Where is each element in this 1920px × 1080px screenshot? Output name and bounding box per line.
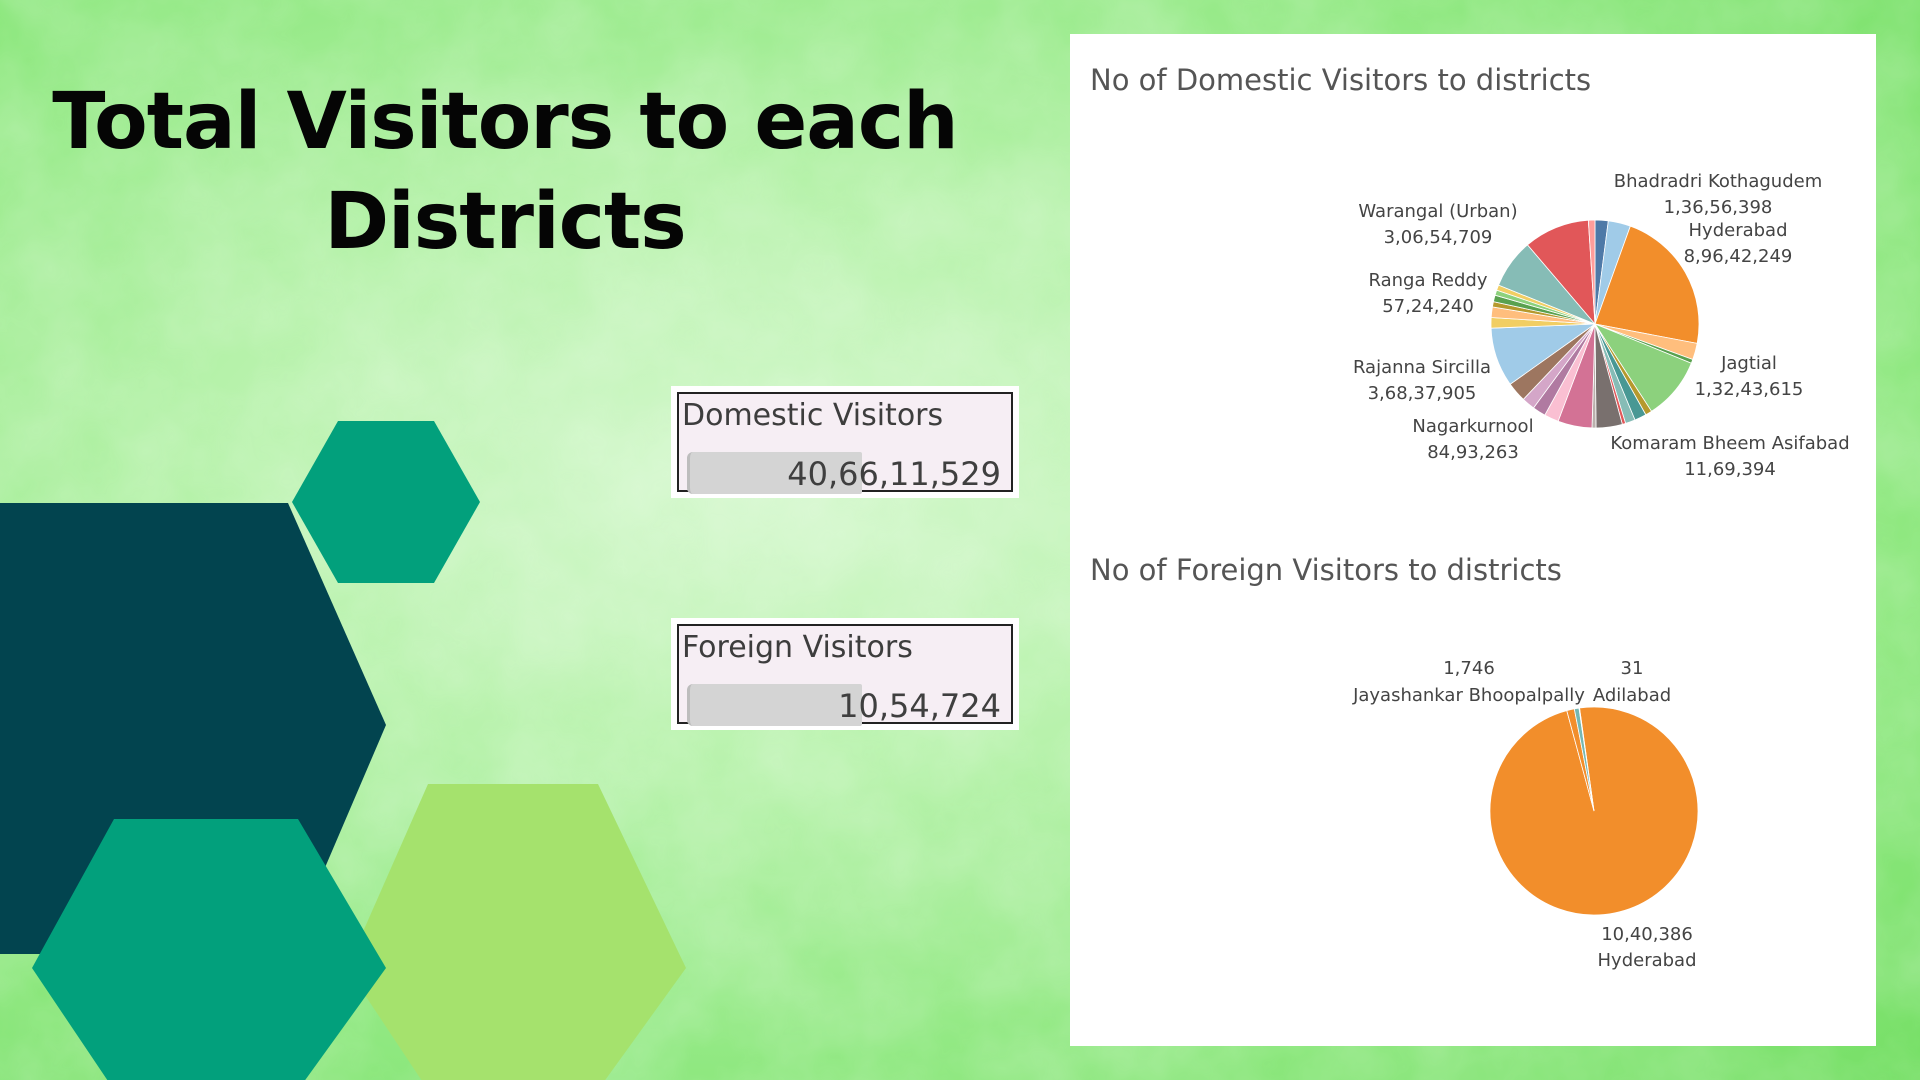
domestic-slice-26 — [1587, 219, 1596, 325]
domestic-visitors-card: Domestic Visitors 40,66,11,529 — [671, 386, 1019, 498]
foreign-slice-3 — [1578, 707, 1595, 812]
label-rajanna-name: Rajanna Sircilla — [1353, 357, 1491, 378]
label-nagarkurnool-value: 84,93,263 — [1427, 442, 1519, 463]
label-ranga-reddy-value: 57,24,240 — [1382, 296, 1474, 317]
hexagon-teal-small — [292, 421, 480, 583]
foreign-pie — [1489, 706, 1699, 916]
label-warangal-name: Warangal (Urban) — [1358, 201, 1517, 222]
label-komaram-value: 11,69,394 — [1684, 459, 1776, 480]
label-jayashankar-name: Jayashankar Bhoopalpally — [1352, 685, 1585, 706]
label-bhadradri-name: Bhadradri Kothagudem — [1614, 171, 1822, 192]
domestic-slice-2 — [1594, 225, 1700, 344]
foreign-visitors-value: 10,54,724 — [838, 687, 1001, 725]
label-foreign-hyderabad-name: Hyderabad — [1598, 950, 1697, 971]
domestic-pie — [1490, 219, 1700, 429]
label-ranga-reddy-name: Ranga Reddy — [1368, 270, 1487, 291]
foreign-visitors-bar — [687, 684, 862, 726]
label-rajanna-value: 3,68,37,905 — [1368, 383, 1477, 404]
hexagon-teal-large — [32, 819, 386, 1080]
hexagon-lime — [347, 784, 686, 1080]
hexagon-dark — [0, 503, 386, 954]
foreign-visitors-label: Foreign Visitors — [682, 630, 913, 665]
label-adilabad-value: 31 — [1621, 658, 1644, 679]
foreign-visitors-box: Foreign Visitors 10,54,724 — [677, 624, 1013, 726]
domestic-chart-title: No of Domestic Visitors to districts — [1090, 63, 1591, 97]
label-jagtial-name: Jagtial — [1720, 353, 1777, 374]
domestic-visitors-bar — [687, 452, 862, 494]
page-title: Total Visitors to each Districts — [40, 72, 970, 272]
label-hyderabad-name: Hyderabad — [1689, 220, 1788, 241]
domestic-visitors-label: Domestic Visitors — [682, 398, 944, 433]
title-line-1: Total Visitors to each — [52, 77, 958, 167]
charts-svg: No of Domestic Visitors to districts Bha… — [1090, 63, 1850, 971]
label-adilabad-name: Adilabad — [1593, 685, 1671, 706]
label-jayashankar-value: 1,746 — [1443, 658, 1495, 679]
domestic-visitors-box: Domestic Visitors 40,66,11,529 — [677, 392, 1013, 494]
label-nagarkurnool-name: Nagarkurnool — [1412, 416, 1533, 437]
label-foreign-hyderabad-value: 10,40,386 — [1601, 924, 1693, 945]
domestic-visitors-value: 40,66,11,529 — [787, 455, 1001, 493]
foreign-visitors-card: Foreign Visitors 10,54,724 — [671, 618, 1019, 730]
label-jagtial-value: 1,32,43,615 — [1695, 379, 1804, 400]
title-line-2: Districts — [324, 177, 686, 267]
label-bhadradri-value: 1,36,56,398 — [1664, 197, 1773, 218]
label-warangal-value: 3,06,54,709 — [1384, 227, 1493, 248]
charts-panel: No of Domestic Visitors to districts Bha… — [1070, 34, 1876, 1046]
label-komaram-name: Komaram Bheem Asifabad — [1610, 433, 1849, 454]
foreign-chart-title: No of Foreign Visitors to districts — [1090, 553, 1562, 587]
label-hyderabad-value: 8,96,42,249 — [1684, 246, 1793, 267]
